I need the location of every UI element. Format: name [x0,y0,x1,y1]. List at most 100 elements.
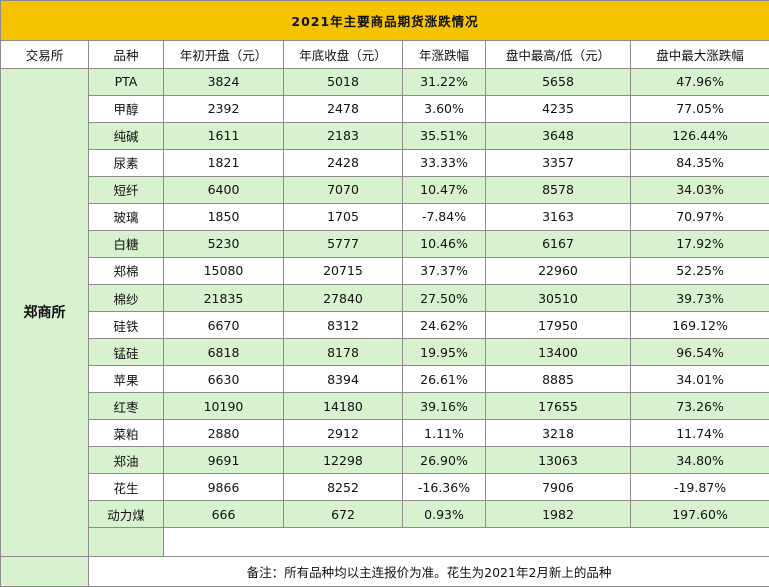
cell-high-low: 5658 [485,67,631,96]
cell-annual-change: 37.37% [402,256,486,286]
cell-max-change: 73.26% [629,392,769,421]
cell-annual-change: 26.61% [402,365,486,394]
cell-variety: 红枣 [88,392,164,421]
note-spacer [0,555,89,587]
cell-variety: 郑油 [88,446,164,475]
cell-close-price: 2428 [283,148,403,177]
cell-close-price: 2912 [283,419,403,448]
cell-high-low: 3648 [485,121,631,150]
cell-variety: 菜粕 [88,419,164,448]
cell-max-change: 34.80% [629,446,769,475]
cell-annual-change: 39.16% [402,392,486,421]
cell-max-change: 52.25% [629,256,769,286]
table-row: 白糖 5230 5777 10.46% 6167 17.92% [1,229,769,258]
cell-close-price: 5777 [283,229,403,258]
cell-open-price: 15080 [163,256,284,286]
cell-open-price: 1850 [163,202,284,231]
cell-variety: 锰硅 [88,338,164,367]
cell-annual-change: -16.36% [402,473,486,502]
cell-max-change: 126.44% [629,121,769,150]
table-title: 2021年主要商品期货涨跌情况 [0,0,769,41]
cell-annual-change: 24.62% [402,311,486,340]
cell-high-low: 8578 [485,175,631,204]
cell-max-change: 39.73% [629,284,769,313]
header-close-price: 年底收盘（元） [283,39,403,69]
blank-row [1,527,769,557]
cell-close-price: 5018 [283,67,403,96]
cell-max-change: 169.12% [629,311,769,340]
cell-close-price: 672 [283,500,403,529]
cell-max-change: 96.54% [629,338,769,367]
cell-close-price: 7070 [283,175,403,204]
cell-high-low: 17950 [485,311,631,340]
cell-annual-change: 0.93% [402,500,486,529]
cell-open-price: 5230 [163,229,284,258]
cell-open-price: 6630 [163,365,284,394]
cell-max-change: 84.35% [629,148,769,177]
cell-close-price: 27840 [283,284,403,313]
table-row: 郑棉 15080 20715 37.37% 22960 52.25% [1,256,769,286]
cell-annual-change: 19.95% [402,338,486,367]
blank-cell [88,527,164,557]
table-row: 硅铁 6670 8312 24.62% 17950 169.12% [1,311,769,340]
cell-open-price: 21835 [163,284,284,313]
table-row: 花生 9866 8252 -16.36% 7906 -19.87% [1,473,769,502]
table-row: 郑商所 PTA 3824 5018 31.22% 5658 47.96% [0,67,769,557]
cell-max-change: 11.74% [629,419,769,448]
cell-max-change: 47.96% [629,67,769,96]
cell-open-price: 9866 [163,473,284,502]
cell-open-price: 666 [163,500,284,529]
blank-cell [162,527,769,557]
header-intraday-high-low: 盘中最高/低（元） [485,39,631,69]
cell-variety: 花生 [88,473,164,502]
table-row: 棉纱 21835 27840 27.50% 30510 39.73% [1,284,769,313]
cell-open-price: 1611 [163,121,284,150]
note-row: 备注：所有品种均以主连报价为准。花生为2021年2月新上的品种 [0,555,769,587]
cell-close-price: 8394 [283,365,403,394]
cell-variety: 甲醇 [88,94,164,123]
cell-open-price: 6818 [163,338,284,367]
cell-close-price: 12298 [283,446,403,475]
cell-annual-change: 31.22% [402,67,486,96]
cell-high-low: 8885 [485,365,631,394]
cell-high-low: 13063 [485,446,631,475]
cell-close-price: 8312 [283,311,403,340]
cell-annual-change: 10.46% [402,229,486,258]
cell-close-price: 2183 [283,121,403,150]
cell-annual-change: 33.33% [402,148,486,177]
cell-high-low: 7906 [485,473,631,502]
cell-variety: 短纤 [88,175,164,204]
cell-open-price: 10190 [163,392,284,421]
cell-variety: 硅铁 [88,311,164,340]
table-row: 菜粕 2880 2912 1.11% 3218 11.74% [1,419,769,448]
cell-open-price: 6400 [163,175,284,204]
cell-max-change: 77.05% [629,94,769,123]
cell-max-change: 197.60% [629,500,769,529]
cell-annual-change: 26.90% [402,446,486,475]
cell-annual-change: -7.84% [402,202,486,231]
cell-variety: 动力煤 [88,500,164,529]
table-row: 苹果 6630 8394 26.61% 8885 34.01% [1,365,769,394]
cell-close-price: 2478 [283,94,403,123]
cell-high-low: 1982 [485,500,631,529]
header-max-intraday-change: 盘中最大涨跌幅 [629,39,769,69]
cell-open-price: 2880 [163,419,284,448]
table-row: 动力煤 666 672 0.93% 1982 197.60% [1,500,769,529]
cell-high-low: 3357 [485,148,631,177]
cell-high-low: 30510 [485,284,631,313]
cell-variety: 白糖 [88,229,164,258]
cell-max-change: -19.87% [629,473,769,502]
table-row: 短纤 6400 7070 10.47% 8578 34.03% [1,175,769,204]
cell-annual-change: 10.47% [402,175,486,204]
table-row: 锰硅 6818 8178 19.95% 13400 96.54% [1,338,769,367]
cell-open-price: 6670 [163,311,284,340]
cell-high-low: 4235 [485,94,631,123]
header-annual-change: 年涨跌幅 [402,39,486,69]
cell-variety: 郑棉 [88,256,164,286]
cell-max-change: 70.97% [629,202,769,231]
cell-annual-change: 35.51% [402,121,486,150]
cell-variety: PTA [88,67,164,96]
cell-high-low: 22960 [485,256,631,286]
header-variety: 品种 [88,39,164,69]
